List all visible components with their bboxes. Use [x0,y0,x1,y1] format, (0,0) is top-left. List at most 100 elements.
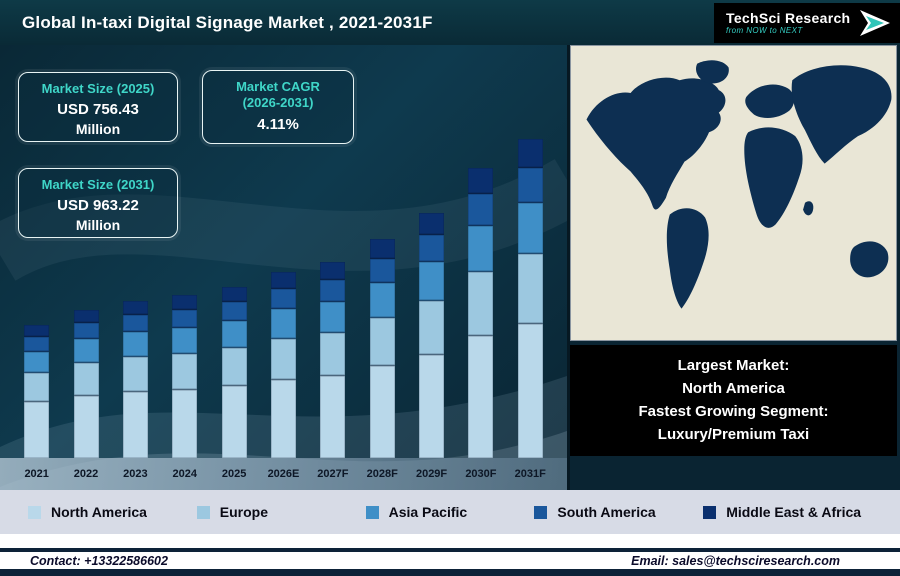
legend-label: North America [51,504,147,520]
bar-segment [73,323,99,339]
bar-column [111,126,160,458]
bar-column [358,126,407,458]
techsci-logo: TechSci Research from NOW to NEXT [714,3,900,43]
x-axis-label: 2026E [267,468,300,480]
market-cagr-label-line2: (2026-2031) [242,95,314,111]
bar-segment [517,254,543,324]
stacked-bar [270,272,296,458]
legend-swatch [28,505,41,519]
bar-segment [122,357,148,392]
market-cagr-label-line1: Market CAGR [236,79,320,94]
bar-segment [24,373,50,402]
bar-segment [122,332,148,357]
market-size-2031-box: Market Size (2031) USD 963.22 Million [18,168,178,238]
bar-segment [468,226,494,272]
bar-segment [468,194,494,226]
bar-segment [73,310,99,323]
bar-segment [221,348,247,386]
x-axis-label: 2022 [73,468,99,480]
bar-segment [24,337,50,352]
chart-legend: North America Europe Asia Pacific South Ame… [0,490,900,534]
bar-segment [221,386,247,458]
legend-swatch [196,505,210,519]
world-map-svg [571,46,896,340]
x-axis-label: 2030F [465,468,497,480]
header: Global In-taxi Digital Signage Market , … [0,0,900,45]
legend-item: Asia Pacific [365,504,535,520]
bar-segment [73,396,99,458]
bar-segment [517,168,543,203]
x-axis-label: 2025 [221,468,247,480]
stacked-bar [517,139,543,458]
market-size-2025-value: USD 756.43 [57,101,139,119]
legend-label: South America [557,504,656,520]
bar-column [61,126,110,458]
world-map [570,45,897,341]
bar-segment [419,235,445,262]
logo-arrow-icon [860,10,891,36]
legend-item: North America [28,504,197,520]
legend-label: Europe [219,504,269,520]
market-cagr-box: Market CAGR (2026-2031) 4.11% [202,70,354,144]
bar-column [209,126,258,458]
market-size-2025-unit: Million [75,121,121,138]
bar-segment [270,272,296,289]
bar-segment [320,302,346,333]
bar-segment [517,324,543,458]
bar-column [12,126,61,458]
stacked-bar [172,295,198,458]
stacked-bar [73,310,99,458]
bar-segment [320,333,346,376]
bar-column [259,126,308,458]
caption-fastest-segment-value: Luxury/Premium Taxi [657,426,810,443]
bar-segment [517,203,543,254]
bar-segment [122,315,148,332]
x-axis-label: 2029F [415,468,448,480]
stacked-bar [122,301,148,458]
bar-segment [172,295,198,310]
market-size-2031-unit: Million [75,217,121,234]
bar-segment [320,376,346,458]
bar-column [456,126,505,458]
stacked-bar [419,213,445,458]
bar-segment [419,262,445,301]
bar-segment [24,402,50,458]
bar-segment [468,336,494,458]
bar-segment [517,139,543,168]
bar-segment [122,392,148,458]
chart-panel: Market Size (2025) USD 756.43 Million Ma… [0,45,570,490]
x-axis: 2021 2022 2023 2024 2025 2026E 2027F 2028F 2029F… [12,458,555,490]
logo-brand: TechSci Research [726,10,851,27]
stacked-bar [221,287,247,458]
bar-segment [419,301,445,355]
bar-segment [320,262,346,280]
bar-segment [221,287,247,302]
bar-segment [221,321,247,348]
market-cagr-value: 4.11% [257,115,299,133]
legend-item: Middle East & Africa [703,504,872,520]
legend-item: South America [534,504,703,520]
stacked-bar [468,168,494,458]
legend-item: Europe [196,504,366,520]
bars [12,126,555,458]
footer-bottom-bar [0,569,900,576]
legend-label: Asia Pacific [388,504,468,520]
x-axis-label: 2028F [366,468,398,480]
market-size-2031-value: USD 963.22 [57,197,139,215]
bar-segment [270,339,296,380]
main-area: Market Size (2025) USD 756.43 Million Ma… [0,45,900,490]
largest-market-caption: Largest Market: North America Fastest Gr… [570,345,897,456]
x-axis-label: 2021 [24,468,49,480]
bar-segment [221,302,247,321]
bar-segment [369,318,395,366]
contact-text: Contact: +13322586602 [30,553,168,568]
footer: Contact: +13322586602 Email: sales@techs… [0,552,900,569]
footer-gap [0,534,900,548]
x-axis-label: 2031F [514,468,546,480]
bar-segment [419,213,445,235]
bar-segment [73,363,99,396]
bar-segment [172,354,198,390]
stacked-bar [369,239,395,458]
bar-segment [320,280,346,302]
